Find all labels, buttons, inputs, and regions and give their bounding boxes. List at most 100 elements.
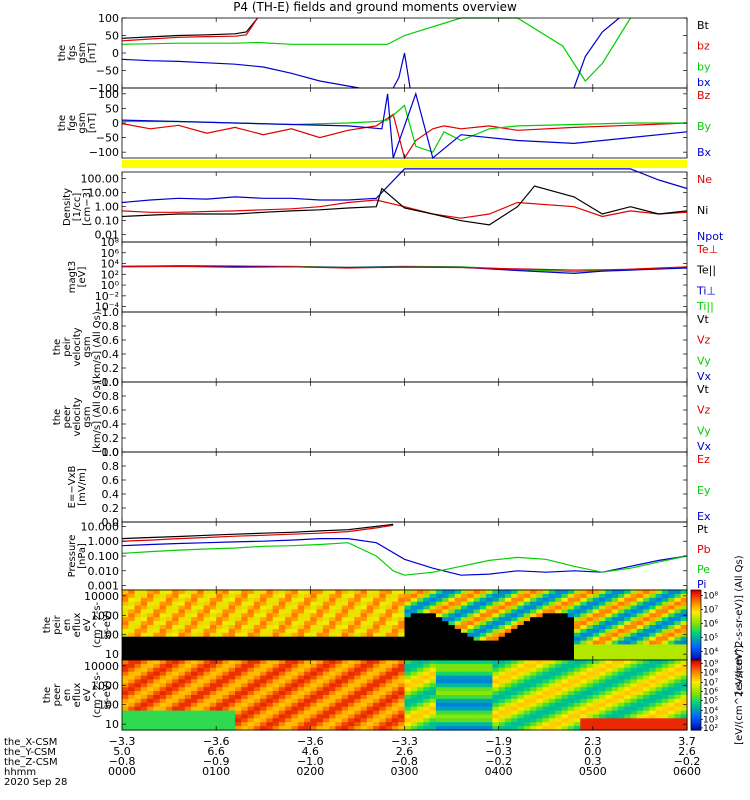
heatmap-cell (216, 628, 224, 634)
x-axis-value: −0.2 (485, 755, 512, 768)
y-axis-label: fgs (67, 45, 78, 60)
heatmap-cell (285, 691, 293, 696)
heatmap-cell (165, 687, 173, 692)
x-axis-value: 0200 (296, 765, 324, 778)
heatmap-cell (435, 660, 443, 665)
heatmap-cell (536, 640, 544, 646)
heatmap-cell (184, 613, 192, 618)
heatmap-cell (461, 640, 468, 646)
heatmap-cell (661, 617, 669, 622)
heatmap-cell (184, 628, 192, 634)
heatmap-cell (492, 640, 500, 646)
heatmap-cell (228, 601, 236, 607)
heatmap-cell (511, 613, 519, 618)
heatmap-cell (222, 687, 230, 692)
heatmap-cell (498, 636, 506, 642)
heatmap-cell (373, 593, 380, 599)
heatmap-cell (605, 613, 613, 618)
heatmap-cell (147, 648, 154, 653)
heatmap-cell (304, 706, 311, 712)
heatmap-cell (643, 609, 650, 614)
heatmap-cell (548, 640, 556, 646)
heatmap-cell (467, 605, 475, 611)
heatmap-cell (297, 663, 305, 669)
colorbar-cell (691, 706, 701, 710)
heatmap-cell (316, 632, 324, 638)
heatmap-cell (241, 621, 249, 626)
heatmap-cell (322, 609, 330, 614)
heatmap-cell (272, 687, 280, 692)
heatmap-cell (423, 675, 431, 681)
heatmap-cell (178, 675, 186, 681)
heatmap-cell (184, 702, 192, 708)
heatmap-cell (492, 667, 500, 673)
heatmap-cell (304, 621, 311, 626)
heatmap-cell (448, 648, 456, 653)
heatmap-cell (661, 648, 669, 653)
heatmap-cell (605, 636, 613, 642)
heatmap-cell (511, 663, 519, 669)
heatmap-cell (574, 632, 581, 638)
heatmap-cell (410, 698, 418, 704)
heatmap-cell (253, 613, 261, 618)
heatmap-cell (574, 714, 581, 719)
colorbar-cell (691, 667, 701, 670)
heatmap-cell (649, 648, 657, 653)
heatmap-cell (379, 625, 387, 630)
heatmap-cell (624, 632, 632, 638)
heatmap-cell (366, 671, 374, 677)
heatmap-cell (555, 706, 563, 712)
heatmap-cell (385, 706, 393, 712)
heatmap-cell (209, 695, 217, 700)
heatmap-cell (486, 628, 493, 634)
heatmap-cell (542, 590, 550, 595)
heatmap-cell (605, 593, 613, 599)
heatmap-cell (467, 671, 475, 677)
heatmap-cell (165, 605, 173, 611)
heatmap-cell (649, 597, 657, 603)
heatmap-cell (473, 691, 481, 696)
heatmap-cell (222, 714, 230, 719)
heatmap-cell (360, 644, 368, 649)
heatmap-cell (429, 667, 437, 673)
heatmap-cell (580, 679, 588, 684)
heatmap-cell (435, 656, 443, 661)
heatmap-cell (241, 722, 249, 727)
heatmap-cell (391, 632, 399, 638)
heatmap-cell (523, 671, 531, 677)
heatmap-cell (266, 667, 274, 673)
heatmap-cell (178, 687, 186, 692)
heatmap-cell (241, 590, 249, 595)
heatmap-cell (134, 663, 142, 669)
heatmap-cell (134, 702, 142, 708)
heatmap-cell (316, 656, 324, 661)
heatmap-cell (655, 609, 663, 614)
heatmap-cell (574, 621, 581, 626)
heatmap-cell (605, 710, 613, 716)
heatmap-cell (498, 671, 506, 677)
legend-entry: Bt (697, 19, 710, 32)
heatmap-cell (379, 601, 387, 607)
y-tick-label: 0.4 (102, 488, 120, 501)
heatmap-cell (285, 663, 293, 669)
heatmap-cell (592, 698, 600, 704)
heatmap-cell (655, 679, 663, 684)
heatmap-cell (423, 597, 431, 603)
heatmap-cell (417, 698, 424, 704)
heatmap-cell (159, 683, 167, 688)
heatmap-cell (304, 698, 311, 704)
heatmap-cell (159, 706, 167, 712)
heatmap-cell (630, 597, 638, 603)
heatmap-cell (536, 726, 544, 731)
heatmap-cell (197, 613, 205, 618)
heatmap-cell (398, 652, 406, 657)
heatmap-cell (310, 675, 318, 681)
heatmap-cell (599, 601, 606, 607)
colorbar-cell (691, 597, 701, 600)
heatmap-cell (247, 687, 255, 692)
heatmap-cell (322, 722, 330, 727)
heatmap-cell (304, 617, 311, 622)
heatmap-cell (479, 632, 487, 638)
heatmap-cell (335, 648, 343, 653)
heatmap-cell (134, 687, 142, 692)
